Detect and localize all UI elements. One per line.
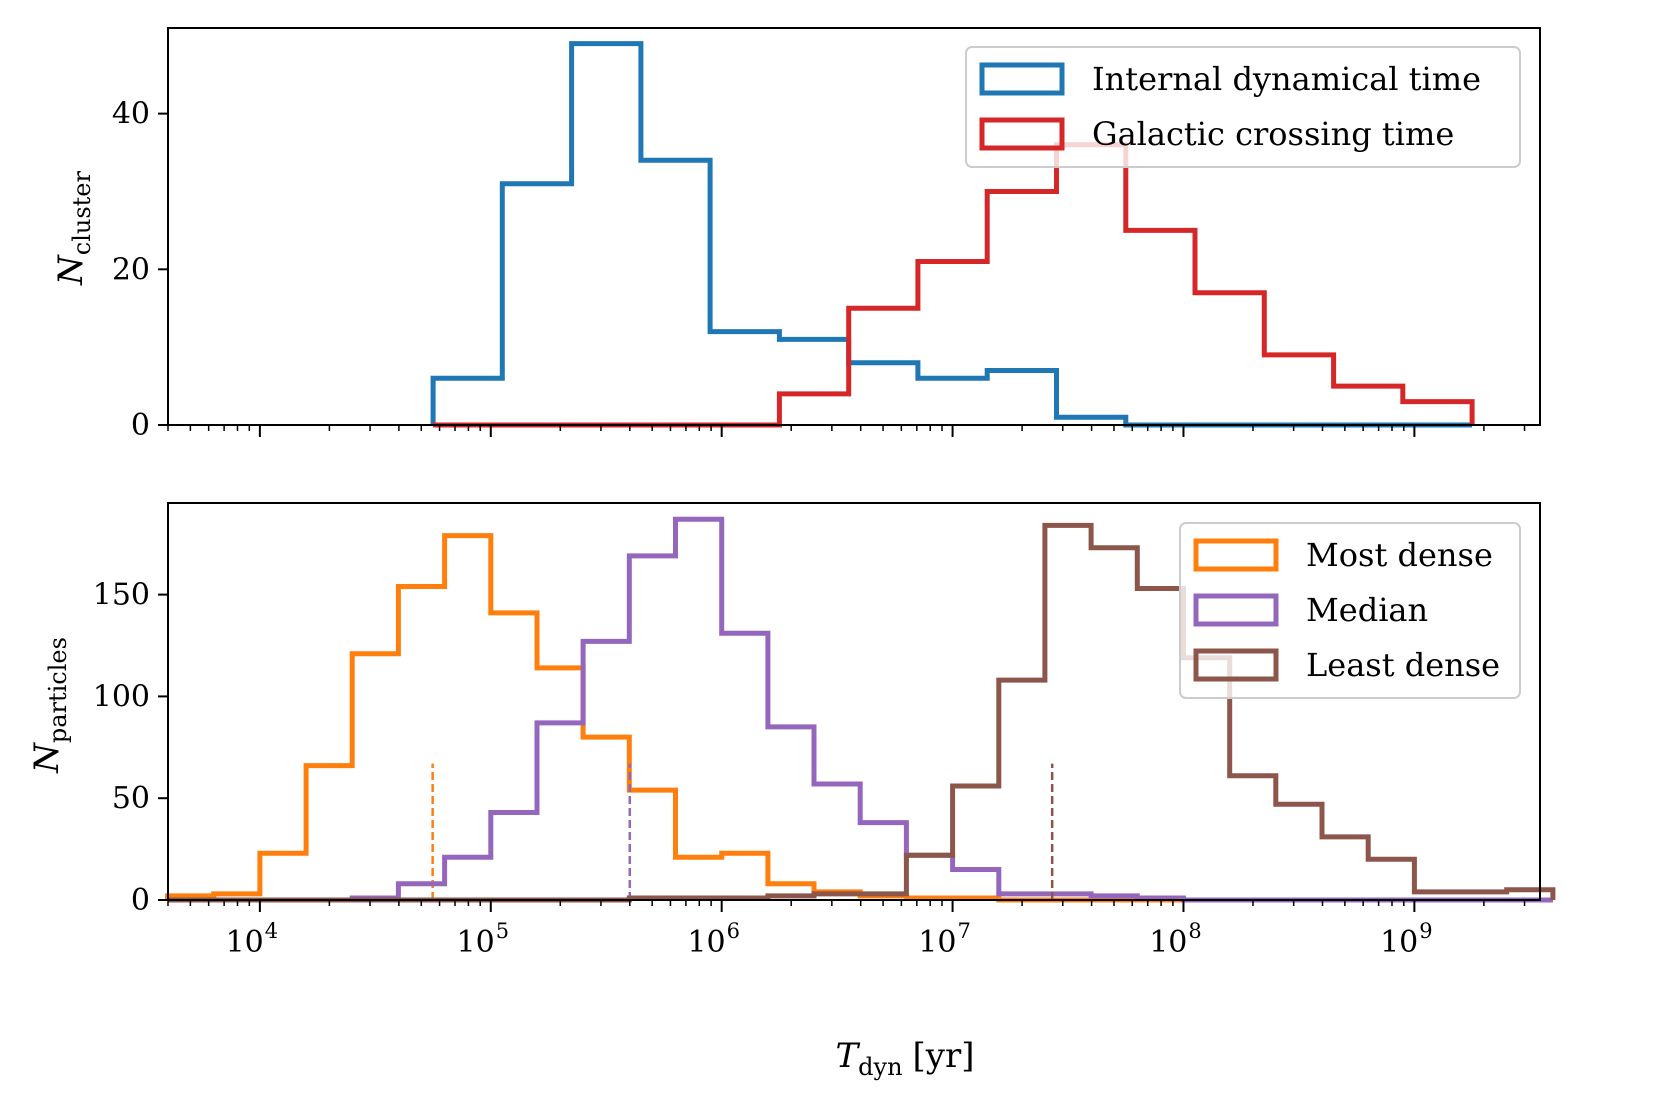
top-legend-label: Galactic crossing time — [1092, 115, 1454, 153]
xtick-label: 104 — [226, 919, 279, 960]
bottom-legend-label: Most dense — [1306, 536, 1493, 574]
bottom-legend-swatch — [1193, 538, 1279, 572]
bottom-axes-frame — [167, 502, 1541, 901]
bottom-ytick-label: 100 — [93, 679, 150, 714]
bottom-y-axis-label: Nparticles — [27, 637, 72, 774]
bottom-legend-label: Median — [1306, 591, 1428, 629]
top-legend-label: Internal dynamical time — [1092, 60, 1481, 98]
bottom-legend-swatch — [1193, 648, 1279, 682]
top-y-axis-label-sub: cluster — [68, 170, 96, 255]
top-legend-swatch — [979, 62, 1065, 96]
top-ytick-label: 0 — [131, 408, 150, 443]
bottom-ytick-label: 50 — [112, 781, 150, 816]
bottom-axes: 0 50 100 150 104 105 106 107 108 109 — [93, 502, 1541, 960]
bottom-legend: Most dense Median Least dense — [1179, 522, 1521, 699]
top-y-axis-label: Ncluster — [51, 170, 96, 285]
top-legend: Internal dynamical time Galactic crossing… — [965, 46, 1521, 168]
bottom-legend-swatch — [1193, 593, 1279, 627]
top-y-axis-label-main: N — [51, 254, 91, 286]
top-axes-frame — [167, 27, 1541, 426]
x-axis-label-sub: dyn — [858, 1053, 902, 1081]
bottom-y-axis-label-sub: particles — [44, 637, 72, 743]
x-axis-label: Tdyn [yr] — [835, 1036, 974, 1081]
top-panel: 0 20 40 Internal dynamical time Galactic cr… — [51, 27, 1541, 443]
top-ytick-label: 20 — [112, 252, 150, 287]
bottom-panel: 0 50 100 150 104 105 106 107 108 109 Most dense Me… — [27, 502, 1556, 1081]
xtick-label: 106 — [687, 919, 740, 960]
top-legend-swatch — [979, 117, 1065, 151]
xtick-label: 109 — [1380, 919, 1433, 960]
bottom-ytick-label: 0 — [131, 883, 150, 918]
xtick-label: 107 — [918, 919, 971, 960]
bottom-ytick-label: 150 — [93, 578, 150, 613]
x-axis-label-unit: [yr] — [913, 1036, 975, 1076]
top-legend-box — [965, 46, 1521, 168]
top-series-galactic-crossing-time — [433, 142, 1475, 428]
xtick-label: 105 — [457, 919, 510, 960]
x-axis-label-main: T — [835, 1036, 860, 1076]
bottom-legend-label: Least dense — [1306, 646, 1500, 684]
top-ytick-label: 40 — [112, 97, 150, 132]
top-axes: 0 20 40 — [112, 27, 1541, 443]
xtick-label: 108 — [1149, 919, 1202, 960]
bottom-y-axis-label-main: N — [27, 742, 67, 774]
